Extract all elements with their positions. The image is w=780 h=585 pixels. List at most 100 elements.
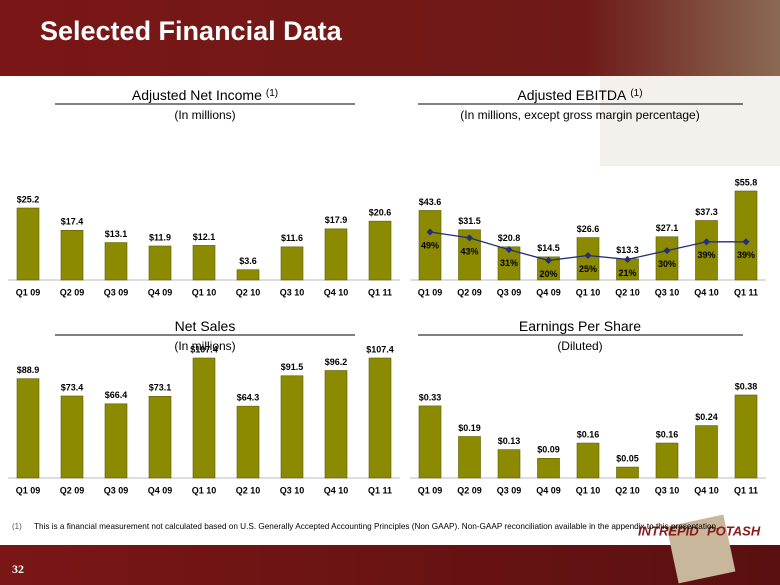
value-label: $12.1 [193, 232, 216, 242]
x-tick-label: Q3 09 [497, 287, 522, 297]
value-label: $31.5 [458, 216, 481, 226]
value-label: $11.9 [149, 232, 171, 242]
x-tick-label: Q1 11 [368, 485, 392, 495]
x-tick-label: Q1 09 [16, 485, 41, 495]
value-label: $0.38 [735, 381, 758, 391]
margin-point [544, 256, 553, 264]
chart-title: Earnings Per Share [519, 318, 641, 334]
margin-point [663, 247, 671, 255]
x-tick-label: Q4 09 [536, 287, 561, 297]
bar [497, 449, 521, 479]
chart-title: Net Sales [175, 318, 236, 334]
value-label: $25.2 [17, 194, 40, 204]
page-number: 32 [12, 562, 24, 576]
x-tick-label: Q1 10 [192, 287, 217, 297]
title-text: Adjusted Net Income [132, 87, 262, 103]
margin-point [465, 234, 474, 242]
x-tick-label: Q2 09 [60, 287, 85, 297]
x-tick-label: Q2 09 [457, 287, 482, 297]
value-label: $107.4 [366, 344, 394, 354]
value-label: $14.5 [537, 243, 560, 253]
x-tick-label: Q1 09 [418, 485, 443, 495]
margin-label: 43% [460, 246, 478, 256]
x-tick-label: Q3 09 [104, 485, 129, 495]
value-label: $13.3 [616, 245, 639, 255]
x-tick-label: Q2 10 [615, 485, 640, 495]
chart-title: Adjusted Net Income (1) [132, 87, 278, 103]
header-image-fade [600, 76, 780, 166]
value-label: $3.6 [239, 256, 257, 266]
title-note: (1) [266, 88, 278, 99]
x-tick-label: Q1 10 [192, 485, 217, 495]
x-tick-label: Q1 10 [576, 485, 601, 495]
bar [734, 394, 758, 479]
x-tick-label: Q2 10 [236, 287, 261, 297]
value-label: $17.9 [325, 215, 348, 225]
value-label: $107.4 [190, 344, 218, 354]
bar [655, 442, 679, 479]
margin-point [584, 251, 592, 260]
bar [104, 403, 128, 479]
x-tick-label: Q4 10 [694, 485, 719, 495]
bar [148, 396, 172, 479]
value-label: $17.4 [61, 217, 84, 227]
x-tick-label: Q3 09 [104, 287, 129, 297]
value-label: $0.05 [616, 453, 639, 463]
bar [734, 190, 758, 281]
bar [236, 405, 260, 479]
value-label: $55.8 [735, 177, 758, 187]
header-band [0, 0, 780, 76]
x-tick-label: Q3 10 [655, 485, 680, 495]
value-label: $20.6 [369, 208, 392, 218]
value-label: $11.6 [281, 233, 303, 243]
value-label: $0.16 [577, 429, 600, 439]
x-tick-label: Q2 10 [236, 485, 261, 495]
x-tick-label: Q1 09 [418, 287, 443, 297]
margin-point [505, 246, 513, 254]
title-note: (1) [630, 88, 642, 99]
footnote-marker: (1) [12, 522, 22, 531]
value-label: $0.33 [419, 392, 442, 402]
chart-subtitle: (In millions) [174, 108, 235, 122]
value-label: $0.19 [458, 423, 481, 433]
margin-label: 39% [737, 250, 755, 260]
x-tick-label: Q3 10 [280, 485, 305, 495]
bar [418, 210, 442, 281]
bar [236, 269, 260, 281]
bar [192, 357, 216, 479]
value-label: $73.4 [61, 382, 84, 392]
title-text: Earnings Per Share [519, 318, 641, 334]
bar [324, 370, 348, 479]
bar [60, 395, 84, 479]
value-label: $91.5 [281, 362, 304, 372]
value-label: $0.13 [498, 436, 521, 446]
x-tick-label: Q1 10 [576, 287, 601, 297]
value-label: $88.9 [17, 365, 40, 375]
x-tick-label: Q1 11 [734, 485, 758, 495]
margin-label: 31% [500, 258, 518, 268]
x-tick-label: Q3 09 [497, 485, 522, 495]
margin-point [623, 255, 632, 263]
margin-point [702, 238, 711, 246]
value-label: $66.4 [105, 390, 128, 400]
bar [104, 242, 128, 281]
margin-label: 25% [579, 264, 597, 274]
value-label: $20.8 [498, 233, 521, 243]
logo-word: INTREPID [638, 523, 699, 538]
bar [368, 357, 392, 479]
x-tick-label: Q4 09 [148, 485, 173, 495]
logo-square [666, 514, 736, 584]
bar [418, 405, 442, 479]
chart-subtitle: (Diluted) [557, 339, 602, 353]
x-tick-label: Q3 10 [655, 287, 680, 297]
margin-label: 49% [421, 240, 439, 250]
x-tick-label: Q4 10 [324, 485, 349, 495]
bar [537, 458, 560, 479]
chart-subtitle: (In millions) [174, 339, 235, 353]
slide-title: Selected Financial Data [40, 16, 343, 46]
bar [458, 436, 481, 479]
margin-point [426, 228, 434, 236]
x-tick-label: Q2 10 [615, 287, 640, 297]
bar [458, 229, 481, 281]
